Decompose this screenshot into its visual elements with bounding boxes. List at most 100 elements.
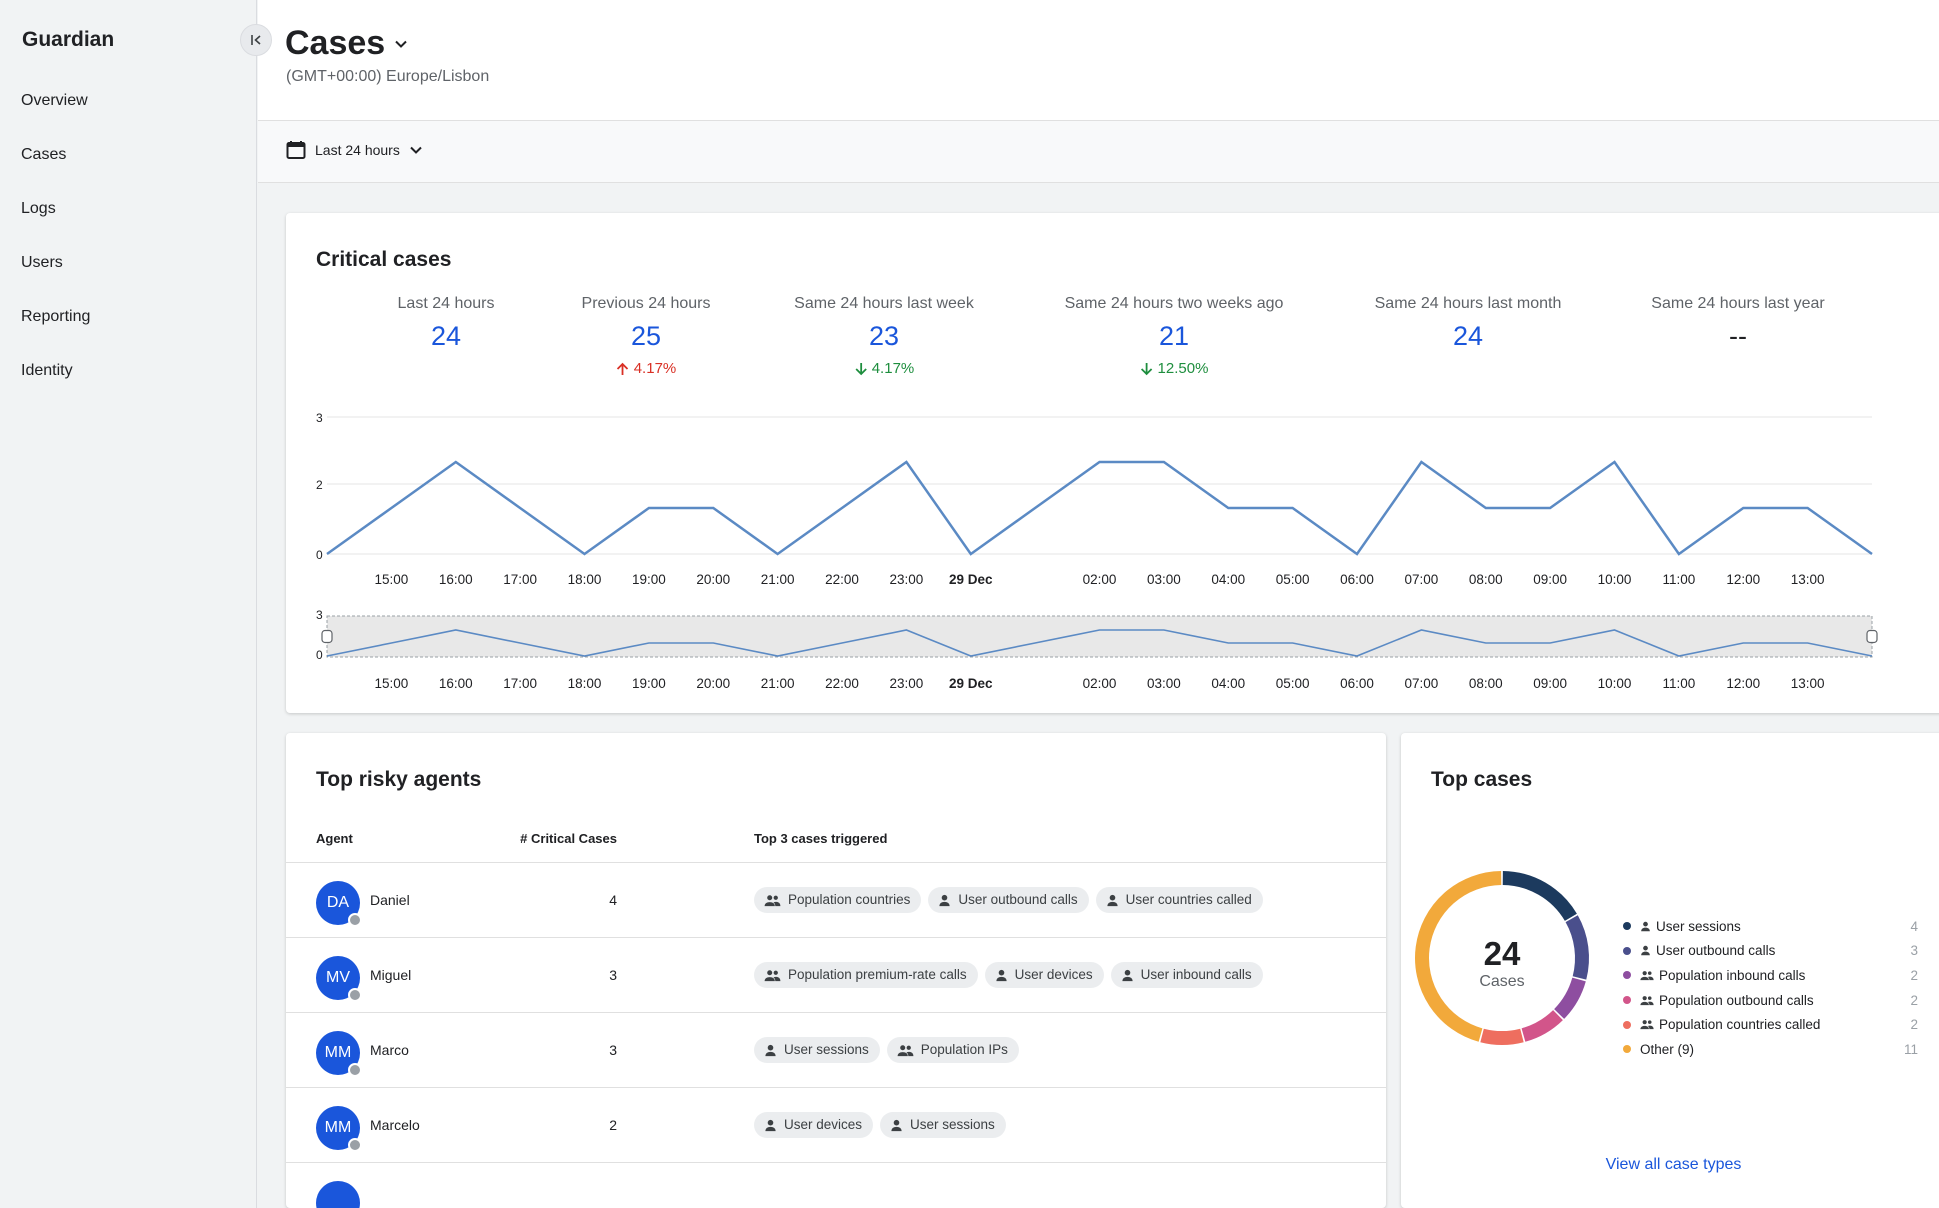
legend-label: Population inbound calls [1659, 967, 1806, 983]
person-icon [995, 969, 1007, 981]
agent-name[interactable]: Miguel [370, 967, 412, 983]
stat-last-week: Same 24 hours last week 23 4.17% [794, 295, 974, 377]
legend-item[interactable]: Population countries called 2 [1623, 1012, 1918, 1037]
column-critical-cases: # Critical Cases [520, 831, 617, 846]
case-chip[interactable]: User outbound calls [928, 887, 1089, 913]
sidebar-nav: Overview Cases Logs Users Reporting Iden… [13, 79, 241, 403]
case-chips: Population premium-rate calls User device… [754, 962, 1263, 988]
arrow-down-icon [1140, 362, 1153, 375]
agents-table-header: Agent # Critical Cases Top 3 cases trigg… [286, 831, 1386, 863]
donut-center: 24 Cases [1427, 883, 1577, 1033]
case-chip[interactable]: User sessions [754, 1037, 880, 1063]
sidebar-item-cases[interactable]: Cases [21, 146, 67, 163]
sidebar-item-reporting[interactable]: Reporting [21, 308, 91, 325]
navigator-x-tick-label: 09:00 [1533, 676, 1567, 691]
legend-item[interactable]: User outbound calls 3 [1623, 939, 1918, 964]
calendar-icon [286, 141, 306, 159]
x-tick-label: 23:00 [889, 572, 923, 587]
case-chip[interactable]: Population IPs [886, 1037, 1019, 1063]
donut-slice[interactable] [1565, 915, 1589, 980]
sidebar-item-identity[interactable]: Identity [21, 362, 73, 379]
group-icon [897, 1044, 914, 1056]
y-tick-label: 3 [316, 411, 323, 425]
navigator-x-tick-label: 17:00 [503, 676, 537, 691]
critical-cases-card: Critical cases Last 24 hours 24 Previous… [286, 213, 1939, 713]
table-row[interactable]: MM Marcelo 2 User devices User sessions [286, 1088, 1386, 1163]
agent-name[interactable]: Marco [370, 1042, 409, 1058]
avatar: MM [316, 1106, 362, 1152]
case-chip[interactable]: Population premium-rate calls [754, 962, 978, 988]
sidebar-item-overview[interactable]: Overview [21, 92, 88, 109]
status-dot [348, 988, 362, 1002]
page-header: Cases (GMT+00:00) Europe/Lisbon [258, 0, 1939, 121]
group-icon [1640, 995, 1654, 1005]
agent-name[interactable]: Marcelo [370, 1117, 420, 1133]
x-tick-label: 19:00 [632, 572, 666, 587]
case-chip-label: User sessions [784, 1042, 869, 1057]
status-dot [348, 913, 362, 927]
top-cases-title: Top cases [1431, 768, 1533, 791]
collapse-sidebar-button[interactable] [240, 24, 272, 56]
case-chip-label: User inbound calls [1140, 967, 1252, 982]
sidebar-item-logs[interactable]: Logs [21, 200, 56, 217]
table-row[interactable]: MM Marco 3 User sessions Population IPs [286, 1013, 1386, 1088]
navigator-x-tick-label: 16:00 [439, 676, 473, 691]
y-tick-label: 0 [316, 548, 323, 562]
timezone-label: (GMT+00:00) Europe/Lisbon [286, 68, 490, 85]
table-row[interactable]: DA Daniel 4 Population countries User out… [286, 863, 1386, 938]
view-all-case-types-link[interactable]: View all case types [1605, 1156, 1742, 1173]
top-cases-legend: User sessions 4 User outbound calls 3 Popula… [1623, 914, 1918, 1062]
critical-case-count: 3 [609, 967, 617, 983]
date-range-label: Last 24 hours [315, 142, 400, 158]
series-line [326, 460, 1873, 556]
navigator-handle[interactable] [1866, 629, 1878, 644]
case-chip[interactable]: User inbound calls [1110, 962, 1263, 988]
navigator-x-tick-label: 03:00 [1147, 676, 1181, 691]
page-title: Cases [285, 24, 386, 62]
case-chip[interactable]: User devices [754, 1112, 874, 1138]
avatar-initials: MV [326, 969, 350, 986]
sidebar-item-users[interactable]: Users [21, 254, 63, 271]
y-tick-label: 2 [316, 478, 323, 492]
person-icon [891, 1119, 902, 1131]
arrow-down-icon [855, 362, 867, 375]
person-icon [765, 1119, 776, 1131]
case-chip[interactable]: User sessions [880, 1112, 1006, 1138]
main-content: Cases (GMT+00:00) Europe/Lisbon Last 24 … [258, 0, 1939, 1208]
stat-value: 23 [868, 321, 900, 351]
case-chip[interactable]: Population countries [754, 887, 922, 913]
navigator-handle[interactable] [321, 629, 333, 644]
date-range-selector[interactable]: Last 24 hours [285, 139, 424, 161]
table-row[interactable]: MV Miguel 3 Population premium-rate call… [286, 938, 1386, 1013]
legend-item[interactable]: Population outbound calls 2 [1623, 988, 1918, 1013]
donut-slice[interactable] [1502, 871, 1577, 922]
case-chip[interactable]: User countries called [1095, 887, 1263, 913]
agent-name[interactable]: Daniel [370, 892, 410, 908]
case-chip[interactable]: User devices [984, 962, 1104, 988]
legend-swatch [1623, 946, 1631, 955]
stat-label: Previous 24 hours [581, 295, 711, 312]
x-tick-label: 06:00 [1340, 572, 1374, 587]
legend-item[interactable]: User sessions 4 [1623, 914, 1918, 939]
arrow-up-icon [617, 362, 629, 375]
page-title-dropdown[interactable]: Cases [285, 24, 409, 63]
stat-value: 21 [1158, 321, 1190, 351]
legend-swatch [1623, 971, 1631, 980]
legend-item[interactable]: Population inbound calls 2 [1623, 963, 1918, 988]
group-icon [1640, 971, 1654, 981]
top-cases-donut-chart[interactable] [1402, 858, 1602, 1058]
case-chip-label: User devices [1014, 967, 1093, 982]
critical-cases-title: Critical cases [316, 248, 452, 271]
stat-delta-value: 4.17% [633, 360, 677, 377]
legend-label: User sessions [1656, 918, 1741, 934]
stat-value: 24 [1452, 321, 1484, 351]
legend-item[interactable]: Other (9) 11 [1623, 1037, 1918, 1062]
donut-slice[interactable] [1553, 977, 1586, 1019]
legend-label: Population countries called [1659, 1017, 1821, 1033]
donut-slice[interactable] [1521, 1009, 1563, 1042]
group-icon [1640, 1020, 1654, 1030]
donut-slice[interactable] [1480, 1028, 1524, 1045]
stat-delta: 4.17% [794, 360, 974, 377]
critical-cases-chart[interactable]: 3 2 0 15:00 16:00 17:00 18:00 19:00 20:00 21:00 22… [286, 213, 1939, 713]
donut-slice[interactable] [1415, 871, 1502, 1042]
